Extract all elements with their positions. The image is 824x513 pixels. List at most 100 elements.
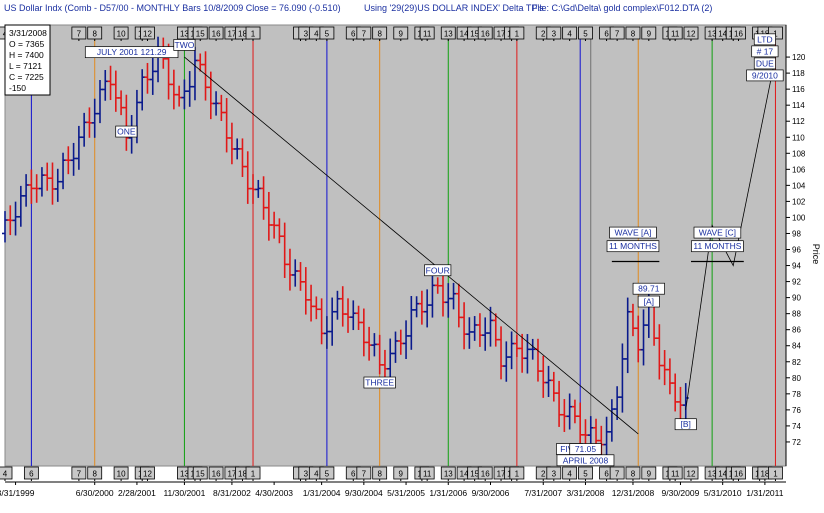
turning-point-box: 5 [578, 26, 593, 41]
y-tick-label: 116 [792, 85, 805, 94]
y-tick-label: 92 [792, 278, 801, 287]
y-tick-label: 80 [792, 374, 801, 383]
annotation: WAVE [C] [693, 226, 742, 239]
svg-text:3: 3 [304, 30, 309, 39]
x-tick-label: 9/30/2004 [345, 488, 383, 498]
svg-text:WAVE [A]: WAVE [A] [615, 228, 652, 238]
svg-text:11: 11 [671, 470, 680, 479]
price-chart[interactable]: 4678101112131415161718123456789101113141… [0, 17, 824, 513]
svg-text:11: 11 [423, 470, 432, 479]
svg-text:5: 5 [325, 30, 330, 39]
turning-point-box: 7 [356, 26, 372, 41]
svg-text:16: 16 [212, 30, 221, 39]
turning-point-box: 12 [683, 466, 699, 481]
turning-points-bottom: 4678101112131415161718123456789101113141… [0, 466, 783, 481]
svg-text:9: 9 [647, 30, 652, 39]
y-tick-label: 100 [792, 213, 806, 222]
y-tick-label: 102 [792, 197, 806, 206]
turning-point-box: 9 [641, 26, 657, 41]
turning-point-box: 1 [509, 26, 525, 41]
annotation: 11 MONTHS [691, 240, 744, 253]
turning-point-box: 16 [208, 26, 224, 41]
y-tick-label: 114 [792, 101, 805, 110]
turning-point-box: 7 [71, 26, 87, 41]
svg-text:15: 15 [196, 30, 205, 39]
svg-text:12: 12 [687, 30, 696, 39]
y-tick-label: 104 [792, 181, 806, 190]
svg-text:16: 16 [734, 30, 743, 39]
svg-text:11 MONTHS: 11 MONTHS [609, 241, 657, 251]
x-tick-label: 7/31/2007 [524, 488, 562, 498]
svg-text:13: 13 [444, 30, 453, 39]
svg-text:15: 15 [470, 30, 479, 39]
svg-text:13: 13 [180, 30, 189, 39]
svg-text:4: 4 [3, 470, 8, 479]
info-line: O = 7365 [9, 39, 44, 49]
svg-text:11: 11 [671, 30, 680, 39]
turning-point-box: 4 [0, 466, 13, 481]
annotation: APRIL 2008 [556, 454, 615, 467]
file-label: File: C:\Gd\Delta\ gold complex\F012.DTA… [532, 3, 713, 13]
annotation: DUE [753, 57, 776, 70]
svg-text:3: 3 [552, 30, 557, 39]
svg-text:6: 6 [351, 30, 356, 39]
annotation: LTD [753, 33, 776, 46]
turning-point-box: 8 [625, 466, 641, 481]
annotation: ONE [115, 125, 138, 138]
annotation: 71.05 [569, 443, 602, 455]
y-tick-label: 96 [792, 246, 801, 255]
y-tick-label: 120 [792, 53, 806, 62]
turning-point-box: 11 [419, 466, 435, 481]
y-tick-label: 110 [792, 133, 805, 142]
plot-background [4, 24, 787, 467]
svg-text:8: 8 [92, 30, 97, 39]
svg-text:6: 6 [351, 470, 356, 479]
info-line: L = 7121 [9, 61, 42, 71]
turning-point-box: 16 [731, 26, 746, 41]
x-tick-label: 12/31/2008 [612, 488, 655, 498]
svg-text:# 17: # 17 [757, 46, 774, 56]
y-tick-label: 72 [792, 438, 801, 447]
svg-text:8: 8 [631, 470, 636, 479]
svg-text:10: 10 [117, 30, 126, 39]
svg-text:10: 10 [117, 470, 126, 479]
svg-text:5: 5 [583, 30, 588, 39]
x-tick-label: 9/30/2009 [662, 488, 700, 498]
svg-text:15: 15 [470, 470, 479, 479]
y-tick-label: 74 [792, 422, 801, 431]
x-tick-label: 3/31/2008 [567, 488, 605, 498]
annotation: TWO [173, 39, 196, 51]
svg-text:3: 3 [552, 470, 557, 479]
svg-text:DUE: DUE [756, 58, 774, 68]
turning-point-box: 3 [546, 26, 562, 41]
x-tick-label: 5/31/2010 [704, 488, 742, 498]
svg-text:13: 13 [444, 470, 453, 479]
svg-text:4: 4 [567, 470, 572, 479]
info-line: H = 7400 [9, 50, 44, 60]
x-tick-label: 4/30/2003 [255, 488, 293, 498]
turning-point-box: 5 [578, 466, 593, 481]
chart-header: US Dollar Indx (Comb - D57/00 - MONTHLY … [0, 3, 824, 17]
annotation: THREE [363, 376, 396, 389]
turning-point-box: 7 [609, 466, 625, 481]
turning-point-box: 13 [440, 26, 456, 41]
svg-text:12: 12 [143, 470, 152, 479]
svg-text:6: 6 [29, 470, 34, 479]
info-line: 3/31/2008 [9, 28, 47, 38]
turning-point-box: 1 [245, 466, 261, 481]
wave-annotations: JULY 2001 121.29TWOONETHREEFOURFIVE71.05… [84, 33, 784, 467]
x-tick-label: 5/31/2005 [387, 488, 425, 498]
ohlc-bars [2, 36, 689, 460]
svg-text:THREE: THREE [365, 378, 394, 388]
turning-point-box: 10 [113, 26, 129, 41]
svg-text:16: 16 [734, 470, 743, 479]
svg-text:9: 9 [399, 30, 404, 39]
turning-point-box: 3 [546, 466, 562, 481]
svg-text:7: 7 [615, 30, 620, 39]
svg-text:FOUR: FOUR [426, 265, 450, 275]
svg-text:14: 14 [718, 470, 727, 479]
annotation: [A] [637, 295, 660, 308]
turning-point-box: 11 [419, 26, 435, 41]
